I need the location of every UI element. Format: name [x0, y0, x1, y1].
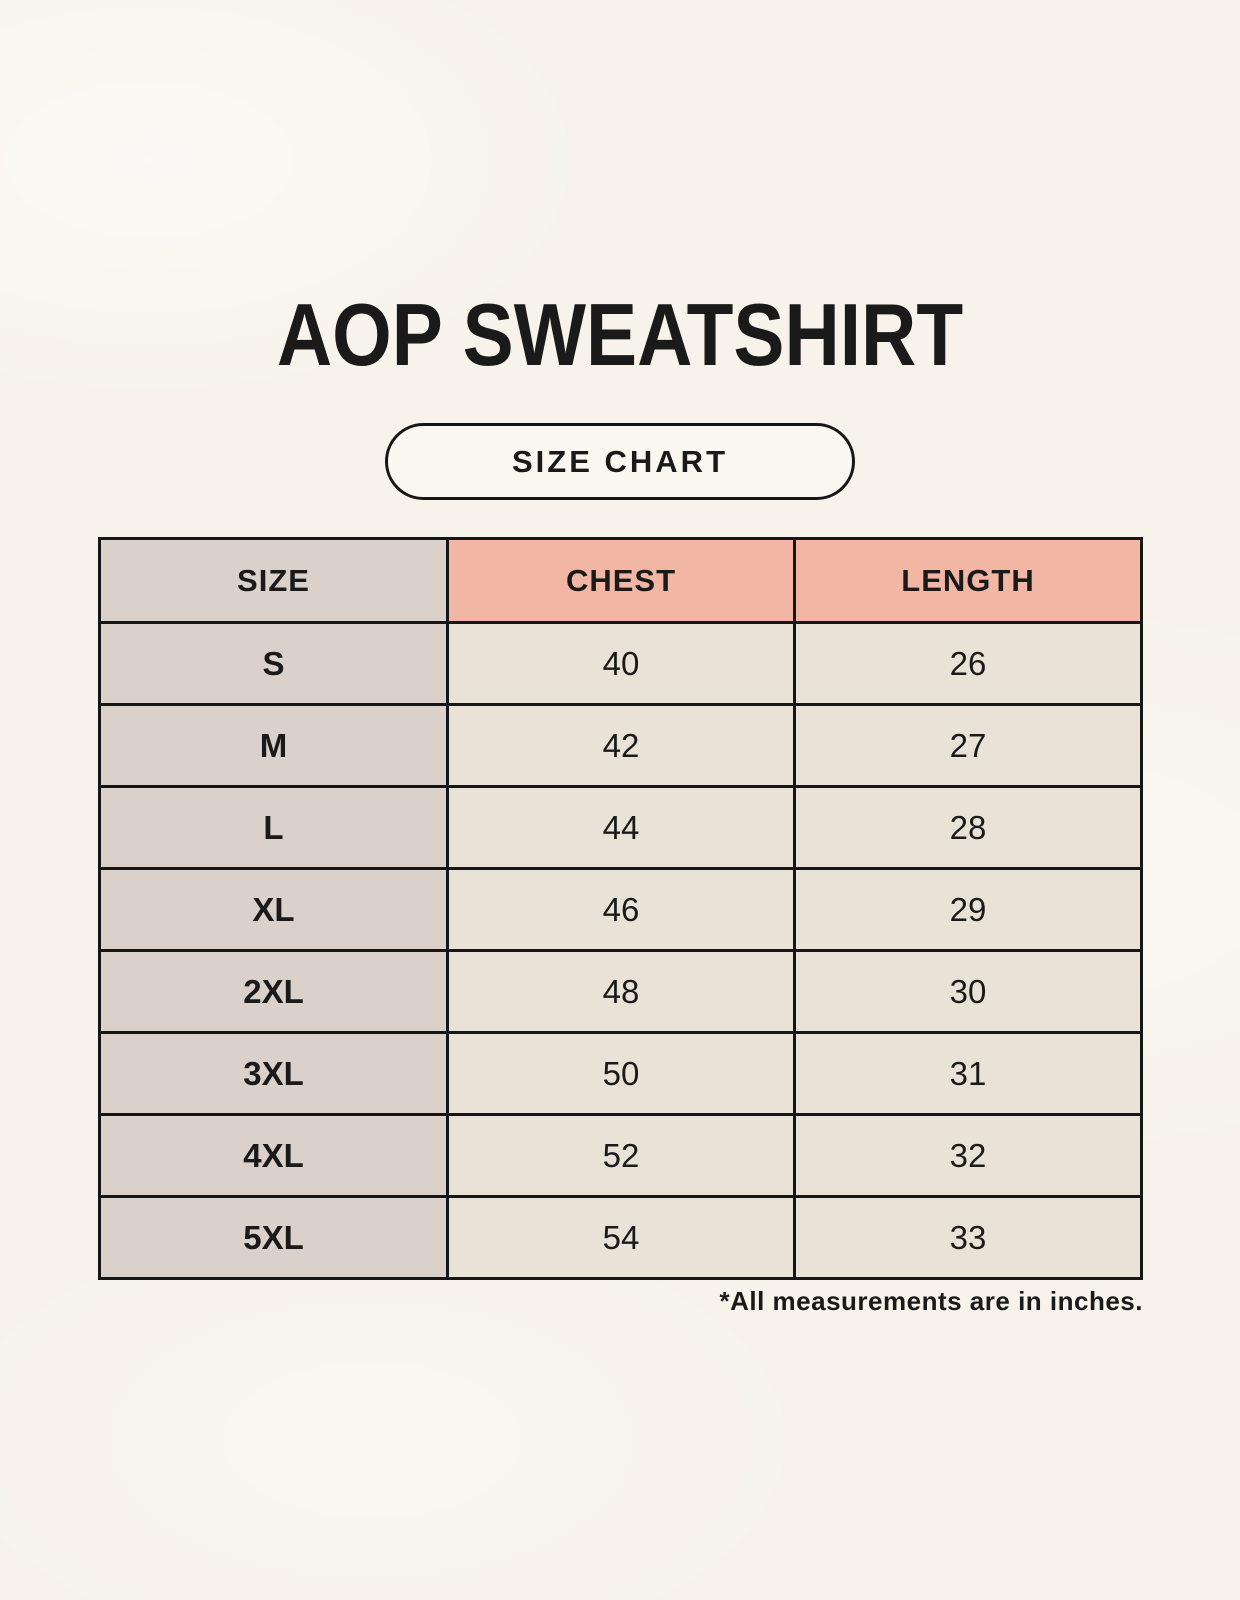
- chest-cell: 44: [446, 785, 796, 870]
- table-row: S 40 26: [97, 621, 1143, 706]
- chest-cell: 52: [446, 1113, 796, 1198]
- size-chart-badge: SIZE CHART: [385, 423, 855, 500]
- chest-cell: 46: [446, 867, 796, 952]
- chest-cell: 50: [446, 1031, 796, 1116]
- column-header-size: SIZE: [97, 537, 450, 624]
- table-row: 3XL 50 31: [97, 1031, 1143, 1116]
- header-row: SIZE CHEST LENGTH: [97, 537, 1143, 624]
- size-chart-table: SIZE CHEST LENGTH S 40 26 M 42 27 L 44 28 XL 46 29 2…: [97, 537, 1143, 1280]
- page-title: AOP SWEATSHIRT: [276, 285, 964, 384]
- table-row: 5XL 54 33: [97, 1195, 1143, 1280]
- length-cell: 32: [793, 1113, 1143, 1198]
- chest-cell: 54: [446, 1195, 796, 1280]
- size-cell: M: [97, 703, 450, 788]
- size-cell: 4XL: [97, 1113, 450, 1198]
- length-cell: 33: [793, 1195, 1143, 1280]
- chest-cell: 48: [446, 949, 796, 1034]
- table-row: 4XL 52 32: [97, 1113, 1143, 1198]
- length-cell: 31: [793, 1031, 1143, 1116]
- size-cell: L: [97, 785, 450, 870]
- chest-cell: 42: [446, 703, 796, 788]
- size-chart-badge-label: SIZE CHART: [512, 443, 728, 479]
- column-header-length: LENGTH: [793, 537, 1143, 624]
- table-row: M 42 27: [97, 703, 1143, 788]
- table-row: XL 46 29: [97, 867, 1143, 952]
- length-cell: 29: [793, 867, 1143, 952]
- size-cell: XL: [97, 867, 450, 952]
- measurements-note: *All measurements are in inches.: [719, 1286, 1143, 1316]
- size-cell: 2XL: [97, 949, 450, 1034]
- size-table-body: S 40 26 M 42 27 L 44 28 XL 46 29 2XL 48 30 3XL 50 31 4XL 52…: [97, 621, 1143, 1280]
- length-cell: 26: [793, 621, 1143, 706]
- size-cell: 3XL: [97, 1031, 450, 1116]
- size-cell: 5XL: [97, 1195, 450, 1280]
- size-cell: S: [97, 621, 450, 706]
- column-header-chest: CHEST: [446, 537, 796, 624]
- table-row: L 44 28: [97, 785, 1143, 870]
- table-row: 2XL 48 30: [97, 949, 1143, 1034]
- length-cell: 28: [793, 785, 1143, 870]
- length-cell: 27: [793, 703, 1143, 788]
- length-cell: 30: [793, 949, 1143, 1034]
- chest-cell: 40: [446, 621, 796, 706]
